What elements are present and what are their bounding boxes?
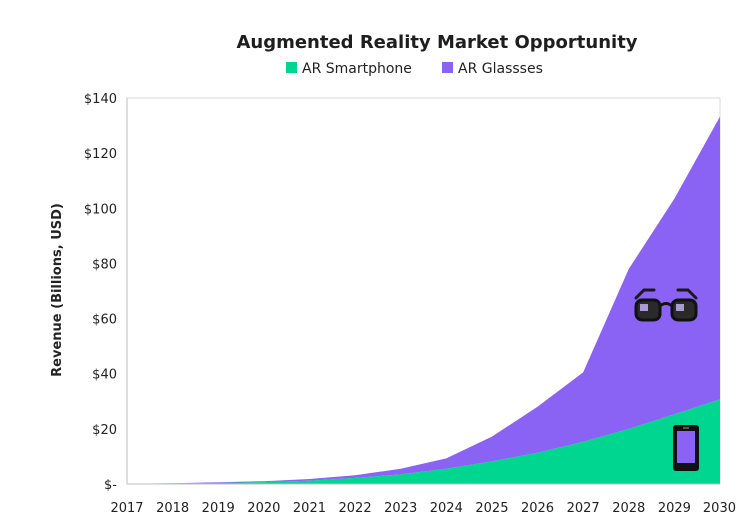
x-tick-label: 2020 xyxy=(247,501,280,516)
x-tick-label: 2021 xyxy=(293,501,326,516)
glasses-icon xyxy=(634,288,698,322)
x-tick-label: 2029 xyxy=(658,501,691,516)
y-tick-label: $- xyxy=(104,478,117,493)
y-tick-label: $20 xyxy=(92,423,117,438)
x-tick-label: 2022 xyxy=(339,501,372,516)
chart-title: Augmented Reality Market Opportunity xyxy=(236,32,637,53)
x-tick-label: 2028 xyxy=(612,501,645,516)
x-tick-label: 2025 xyxy=(475,501,508,516)
legend-swatch-smartphone xyxy=(286,62,297,73)
y-axis-label: Revenue (Billions, USD) xyxy=(50,203,65,377)
area-series-ar-glasses xyxy=(127,116,720,484)
x-tick-label: 2018 xyxy=(156,501,189,516)
area-series-ar-smartphone xyxy=(127,399,720,484)
x-tick-label: 2027 xyxy=(567,501,600,516)
x-axis: 2017 2018 2019 2020 2021 2022 2023 2024 2025 2026… xyxy=(110,501,736,516)
legend-label-smartphone: AR Smartphone xyxy=(302,61,412,77)
y-tick-label: $100 xyxy=(84,202,117,217)
x-tick-label: 2026 xyxy=(521,501,554,516)
y-tick-label: $80 xyxy=(92,257,117,272)
y-tick-label: $40 xyxy=(92,368,117,383)
plot-area xyxy=(126,97,721,485)
x-tick-label: 2030 xyxy=(703,501,736,516)
legend: AR Smartphone AR Glassses xyxy=(286,61,543,77)
x-tick-label: 2024 xyxy=(430,501,463,516)
y-tick-label: $140 xyxy=(84,92,117,107)
y-tick-label: $120 xyxy=(84,147,117,162)
smartphone-icon xyxy=(673,425,699,471)
legend-swatch-glasses xyxy=(442,62,453,73)
x-tick-label: 2017 xyxy=(110,501,143,516)
x-tick-label: 2019 xyxy=(202,501,235,516)
legend-label-glasses: AR Glassses xyxy=(458,61,543,77)
y-tick-label: $60 xyxy=(92,313,117,328)
x-tick-label: 2023 xyxy=(384,501,417,516)
y-axis: $- $20 $40 $60 $80 $100 $120 $140 xyxy=(84,92,117,493)
